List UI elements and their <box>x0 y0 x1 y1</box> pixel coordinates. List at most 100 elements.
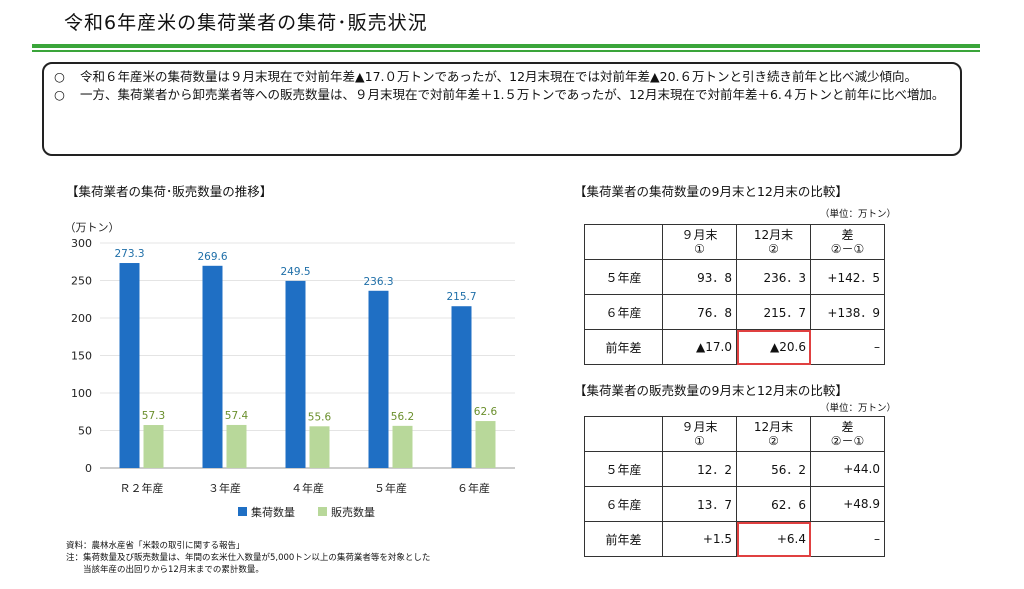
table-header-cell: 差 ②－① <box>810 416 885 452</box>
header-label: ９月末 <box>681 420 718 434</box>
highlighted-cell: ▲20.6 <box>736 329 811 365</box>
x-tick-label: ５年産 <box>374 481 407 495</box>
table-cell: – <box>810 329 885 365</box>
bar <box>285 280 306 468</box>
header-label: 差 <box>841 228 854 242</box>
data-label: 249.5 <box>280 266 310 278</box>
data-label: 56.2 <box>391 411 414 423</box>
header-sub: ② <box>768 242 779 256</box>
page-title: 令和6年産米の集荷業者の集荷･販売状況 <box>64 12 428 34</box>
bar <box>392 425 413 468</box>
title-rule-thin <box>32 50 980 52</box>
table-header-row: ９月末 ① 12月末 ② 差 ②－① <box>584 416 885 452</box>
table-header-cell: ９月末 ① <box>662 416 737 452</box>
header-label: ９月末 <box>681 228 718 242</box>
summary-bullet: ○ 一方、集荷業者から卸売業者等への販売数量は、９月末現在で対前年差＋1.５万ト… <box>54 86 950 104</box>
row-label: ５年産 <box>584 451 663 487</box>
note-line: 当該年産の出回りから12月末までの累計数量。 <box>66 565 264 575</box>
table-row: 前年差 +1.5 +6.4 – <box>584 521 885 557</box>
bar <box>119 263 140 468</box>
data-label: 55.6 <box>308 411 332 423</box>
data-label: 57.4 <box>225 410 249 422</box>
table-header-cell: 12月末 ② <box>736 224 811 260</box>
table-header-cell: 12月末 ② <box>736 416 811 452</box>
table-header-cell: ９月末 ① <box>662 224 737 260</box>
note-line: 注：集荷数量及び販売数量は、年間の玄米仕入数量が5,000トン以上の集荷業者等を… <box>66 553 431 563</box>
data-label: 62.6 <box>474 406 498 418</box>
data-label: 57.3 <box>142 410 165 422</box>
table-cell: +48.9 <box>810 486 885 522</box>
legend-swatch <box>238 507 247 516</box>
table-unit: （単位：万トン） <box>820 403 897 414</box>
header-sub: ② <box>768 434 779 448</box>
header-label: 12月末 <box>753 420 794 434</box>
legend-swatch <box>318 507 327 516</box>
table-cell: +142．5 <box>810 259 885 295</box>
circle-bullet-icon: ○ <box>54 87 65 102</box>
table-row: 前年差 ▲17.0 ▲20.6 – <box>584 329 885 365</box>
row-label: 前年差 <box>584 521 663 557</box>
table-cell: 62．6 <box>736 486 811 522</box>
bar <box>368 290 389 468</box>
bar <box>475 421 496 468</box>
table-title-collection: 【集荷業者の集荷数量の9月末と12月末の比較】 <box>574 184 848 199</box>
row-label: ５年産 <box>584 259 663 295</box>
table-title-sales: 【集荷業者の販売数量の9月末と12月末の比較】 <box>574 383 848 398</box>
table-corner-cell <box>584 416 663 452</box>
highlighted-cell: +6.4 <box>736 521 811 557</box>
x-tick-label: ６年産 <box>457 481 490 495</box>
header-sub: ②－① <box>830 242 865 256</box>
table-cell: 76．8 <box>662 294 737 330</box>
x-tick-label: Ｒ２年産 <box>120 481 164 495</box>
data-label: 273.3 <box>114 248 144 260</box>
row-label: ６年産 <box>584 486 663 522</box>
data-label: 269.6 <box>197 251 227 263</box>
table-cell: – <box>810 521 885 557</box>
row-label: ６年産 <box>584 294 663 330</box>
table-cell: +1.5 <box>662 521 737 557</box>
summary-box: ○ 令和６年産米の集荷数量は９月末現在で対前年差▲17.０万トンであったが、12… <box>42 62 962 156</box>
header-label: 12月末 <box>753 228 794 242</box>
table-row: ５年産 93．8 236．3 +142．5 <box>584 259 885 295</box>
summary-text: 一方、集荷業者から卸売業者等への販売数量は、９月末現在で対前年差＋1.５万トンで… <box>80 87 945 102</box>
table-cell: 13．7 <box>662 486 737 522</box>
summary-text: 令和６年産米の集荷数量は９月末現在で対前年差▲17.０万トンであったが、12月末… <box>80 69 918 84</box>
table-unit: （単位：万トン） <box>820 209 897 220</box>
table-header-row: ９月末 ① 12月末 ② 差 ②－① <box>584 224 885 260</box>
table-cell: 93．8 <box>662 259 737 295</box>
y-tick-label: 250 <box>71 275 92 288</box>
chart-section-title: 【集荷業者の集荷･販売数量の推移】 <box>66 184 273 199</box>
table-cell: 215．7 <box>736 294 811 330</box>
source-note: 資料：農林水産省「米穀の取引に関する報告」 注：集荷数量及び販売数量は、年間の玄… <box>66 540 536 576</box>
y-tick-label: 200 <box>71 312 92 325</box>
circle-bullet-icon: ○ <box>54 69 65 84</box>
data-label: 236.3 <box>363 276 393 288</box>
table-cell: +138．9 <box>810 294 885 330</box>
header-sub: ②－① <box>830 434 865 448</box>
y-tick-label: 0 <box>85 462 92 475</box>
header-label: 差 <box>841 420 854 434</box>
bar <box>451 306 472 468</box>
y-tick-label: 150 <box>71 350 92 363</box>
bar <box>309 426 330 468</box>
table-cell: +44.0 <box>810 451 885 487</box>
row-label: 前年差 <box>584 329 663 365</box>
table-row: ６年産 13．7 62．6 +48.9 <box>584 486 885 522</box>
bar <box>143 425 164 468</box>
legend-label: 集荷数量 <box>251 505 295 519</box>
table-cell: 12．2 <box>662 451 737 487</box>
table-cell: 236．3 <box>736 259 811 295</box>
table-row: ５年産 12．2 56．2 +44.0 <box>584 451 885 487</box>
y-tick-label: 300 <box>71 237 92 250</box>
bar-chart: （万トン） 0 50 100 150 200 250 300 273.3 57.3 Ｒ２年産 269.… <box>65 221 515 519</box>
table-cell: 56．2 <box>736 451 811 487</box>
title-rule <box>32 44 980 48</box>
y-axis-label: （万トン） <box>65 221 120 234</box>
data-label: 215.7 <box>446 291 476 303</box>
x-tick-label: ３年産 <box>208 481 241 495</box>
collection-comparison-table: ９月末 ① 12月末 ② 差 ②－① ５年産 93．8 236．3 +142．5… <box>584 224 885 365</box>
table-corner-cell <box>584 224 663 260</box>
bar <box>202 265 223 468</box>
legend-label: 販売数量 <box>331 506 375 519</box>
table-header-cell: 差 ②－① <box>810 224 885 260</box>
